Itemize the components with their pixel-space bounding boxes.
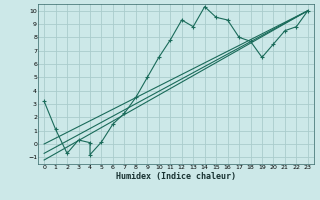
X-axis label: Humidex (Indice chaleur): Humidex (Indice chaleur) — [116, 172, 236, 181]
